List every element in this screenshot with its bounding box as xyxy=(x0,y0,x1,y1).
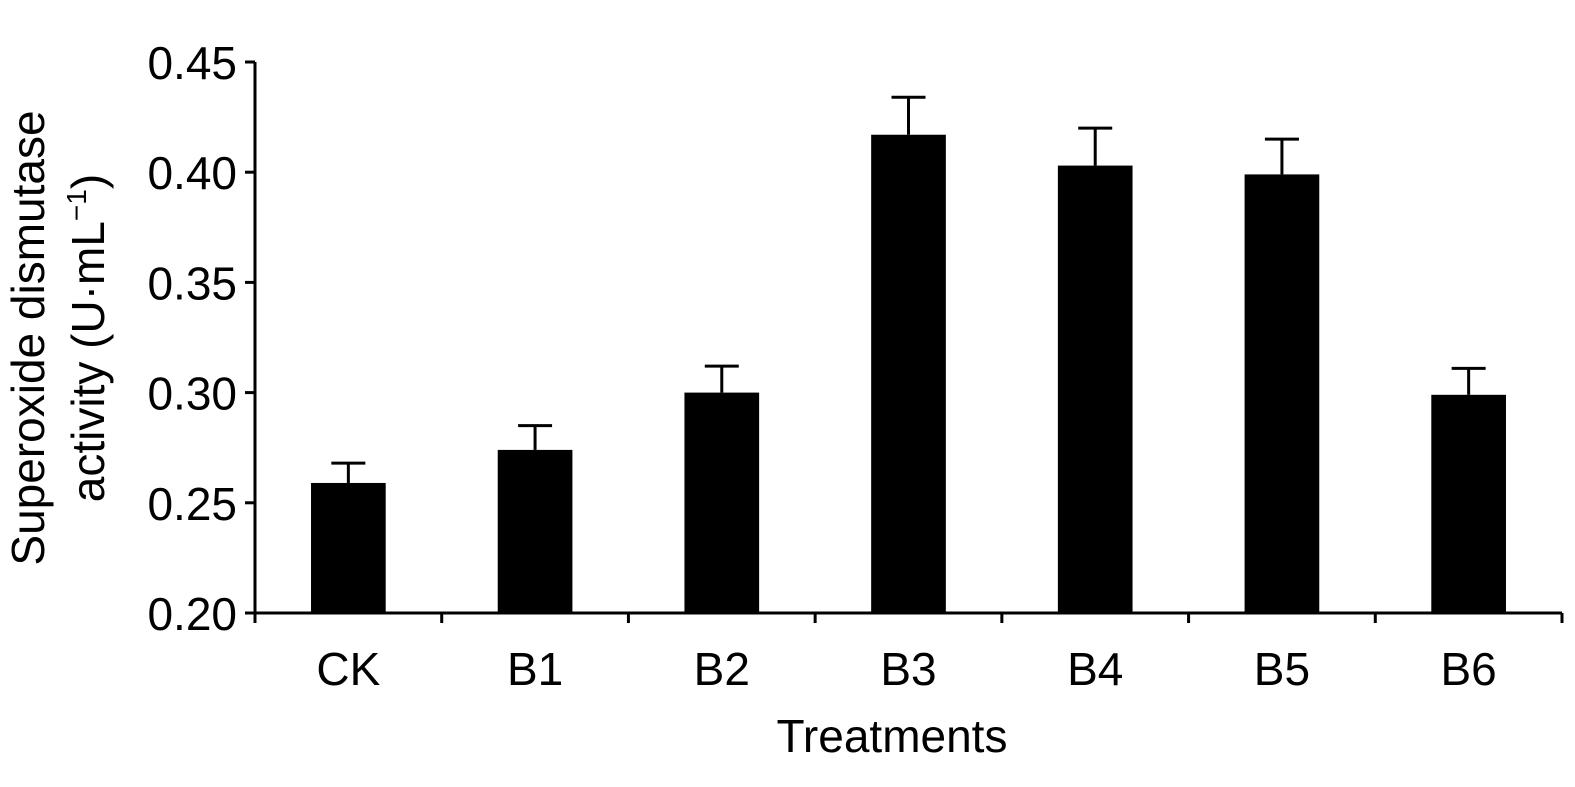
y-axis-title-line2-sup: −1 xyxy=(61,189,92,221)
y-axis-title-line1: Superoxide dismutase xyxy=(2,110,54,565)
x-tick-label: B6 xyxy=(1441,643,1497,695)
bar-b6 xyxy=(1431,394,1506,613)
y-axis-title-line2-suffix: ) xyxy=(62,174,114,189)
y-axis-title-line2: activity (U·mL−1) xyxy=(61,174,114,502)
error-bars xyxy=(331,95,1486,483)
x-tick-label: B5 xyxy=(1254,643,1310,695)
y-tick-label: 0.35 xyxy=(147,257,237,309)
x-axis-title: Treatments xyxy=(777,710,1008,762)
x-ticks xyxy=(253,613,1564,623)
bars xyxy=(311,134,1506,614)
x-tick-label: B1 xyxy=(507,643,563,695)
x-tick-label: B2 xyxy=(694,643,750,695)
bar-b1 xyxy=(497,449,573,613)
y-tick-label: 0.25 xyxy=(147,478,237,530)
y-tick-label: 0.45 xyxy=(147,37,237,89)
y-tick-label: 0.40 xyxy=(147,147,237,199)
y-axis-title: Superoxide dismutase activity (U·mL−1) xyxy=(2,110,114,565)
x-tick-labels: CK B1 B2 B3 B4 B5 B6 xyxy=(316,643,1496,695)
bar-b3 xyxy=(871,134,946,613)
bar-b5 xyxy=(1244,174,1320,614)
y-tick-label: 0.30 xyxy=(147,368,237,420)
y-axis-title-line2-prefix: activity (U·mL xyxy=(62,221,114,502)
y-ticks: 0.20 0.25 0.30 0.35 0.40 0.45 xyxy=(147,37,255,640)
bar-b4 xyxy=(1057,165,1133,613)
bar-b2 xyxy=(684,392,760,613)
bar-ck xyxy=(311,482,386,613)
x-tick-label: B4 xyxy=(1067,643,1123,695)
x-tick-label: B3 xyxy=(880,643,936,695)
y-tick-label: 0.20 xyxy=(147,588,237,640)
x-tick-label: CK xyxy=(316,643,380,695)
